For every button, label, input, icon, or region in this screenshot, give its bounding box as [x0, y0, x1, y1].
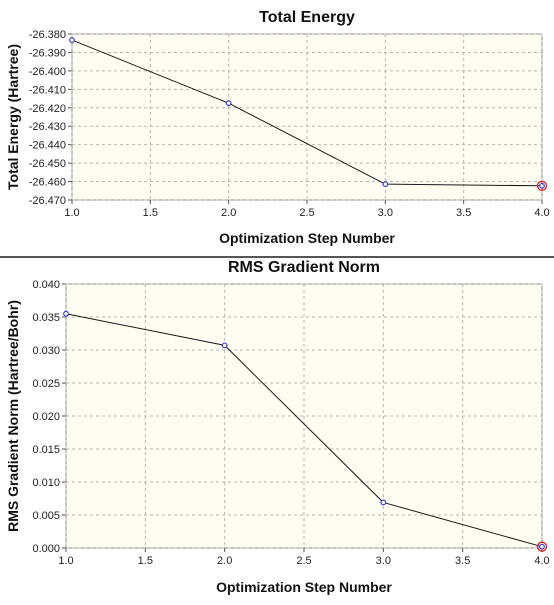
- data-point: [63, 310, 69, 317]
- y-tick-label: 0.015: [32, 444, 60, 456]
- chart-title: RMS Gradient Norm: [228, 259, 380, 276]
- data-point: [380, 499, 387, 506]
- y-tick-label: 0.000: [32, 543, 60, 555]
- x-tick-label: 1.0: [58, 555, 73, 567]
- series-line: [65, 313, 543, 548]
- data-point: [221, 342, 228, 349]
- total-energy-chart-panel: Total Energy -26.380 -26.390 -26.400 -26.410…: [0, 0, 554, 258]
- y-tick-label: -26.400: [29, 66, 66, 78]
- y-tick-label: -26.390: [29, 47, 66, 59]
- y-tick-label: -26.430: [29, 121, 66, 133]
- x-tick-label: 2.0: [217, 555, 232, 567]
- total-energy-chart: Total Energy -26.380 -26.390 -26.400 -26.410…: [5, 9, 550, 246]
- data-point: [382, 181, 389, 188]
- x-tick-label: 1.5: [138, 555, 153, 567]
- y-tick-label: 0.025: [32, 378, 60, 390]
- x-tick-label: 3.0: [378, 207, 393, 219]
- data-point: [539, 182, 545, 189]
- y-tick-label: -26.450: [29, 158, 66, 170]
- y-tick-label: -26.410: [29, 84, 66, 96]
- rms-gradient-chart: RMS Gradient Norm 0.000 0.005 0.010 0.015 0.0…: [5, 259, 550, 595]
- y-tick-label: 0.040: [32, 279, 60, 291]
- y-tick-label: 0.035: [32, 312, 60, 324]
- x-tick-label: 4.0: [534, 555, 549, 567]
- x-tick-label: 3.5: [455, 555, 470, 567]
- x-axis-title: Optimization Step Number: [216, 579, 392, 595]
- x-tick-label: 3.0: [376, 555, 391, 567]
- current-step-marker: [536, 180, 548, 191]
- x-axis-title: Optimization Step Number: [219, 230, 395, 246]
- x-tick-label: 3.5: [456, 207, 471, 219]
- y-tick-label: -26.440: [29, 140, 66, 152]
- rms-gradient-chart-panel: RMS Gradient Norm 0.000 0.005 0.010 0.015 0.0…: [0, 258, 554, 600]
- y-tick-label: 0.020: [32, 411, 60, 423]
- y-axis-title: Total Energy (Hartree): [5, 44, 21, 190]
- x-tick-label: 2.5: [299, 207, 314, 219]
- y-tick-label: -26.460: [29, 177, 66, 189]
- chart-title: Total Energy: [259, 9, 355, 26]
- y-axis-title: RMS Gradient Norm (Hartree/Bohr): [5, 300, 21, 532]
- y-tick-label: 0.030: [32, 345, 60, 357]
- x-tick-label: 2.0: [221, 207, 236, 219]
- y-tick-label: -26.470: [29, 195, 66, 207]
- x-tick-label: 2.5: [296, 555, 311, 567]
- series-line: [71, 39, 543, 187]
- data-point: [539, 543, 545, 550]
- y-tick-label: 0.010: [32, 477, 60, 489]
- current-step-marker: [536, 541, 548, 552]
- data-point: [69, 37, 75, 43]
- x-tick-label: 4.0: [534, 207, 549, 219]
- y-tick-label: -26.380: [29, 29, 66, 41]
- data-point: [225, 100, 232, 107]
- x-tick-label: 1.0: [64, 207, 79, 219]
- y-tick-label: -26.420: [29, 103, 66, 115]
- x-tick-label: 1.5: [143, 207, 158, 219]
- y-tick-label: 0.005: [32, 510, 60, 522]
